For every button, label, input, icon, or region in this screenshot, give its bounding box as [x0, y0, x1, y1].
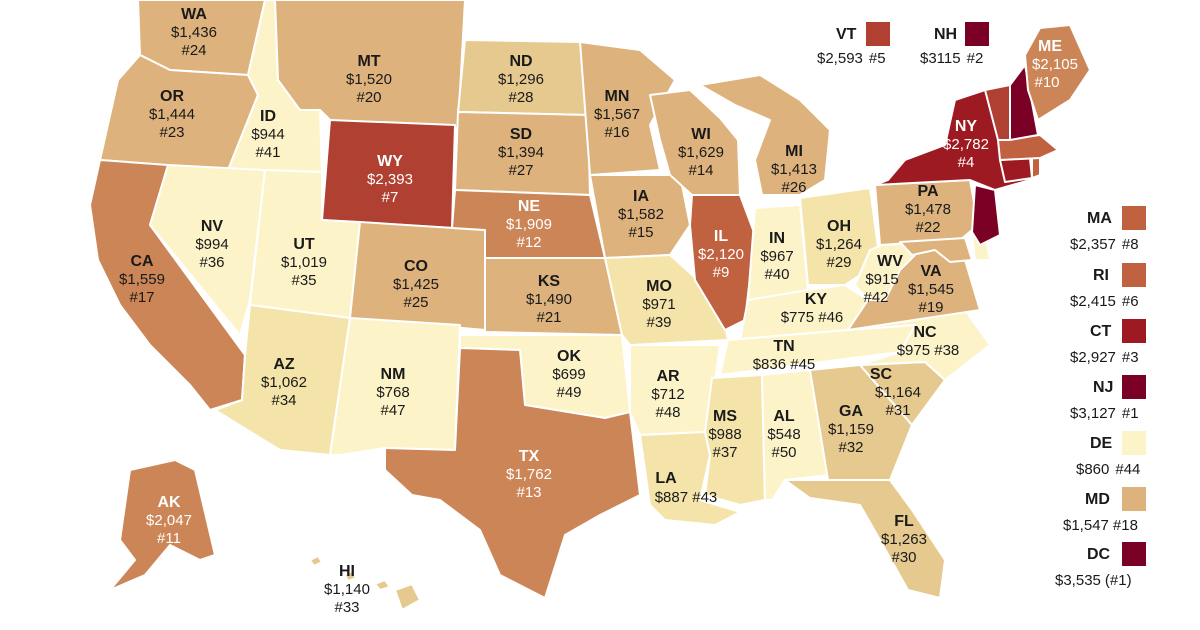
label-TN: TN $836 #45: [753, 338, 816, 373]
inset-key-MD: MD $1,547 #18: [1063, 487, 1146, 534]
label-LA: LA $887 #43: [655, 470, 718, 506]
label-IN: IN $967 #40: [760, 230, 793, 283]
state-MT[interactable]: [274, 0, 466, 129]
label-PA: PA $1,478 #22: [905, 183, 951, 236]
label-CO: CO $1,425 #25: [393, 258, 439, 311]
label-FL: FL $1,263 #30: [881, 513, 927, 566]
label-AK: AK $2,047 #11: [146, 494, 192, 547]
label-TX: TX $1,762 #13: [506, 448, 552, 501]
state-GA[interactable]: [809, 364, 913, 481]
key-DC-text: $3,535 (#1): [1055, 572, 1132, 589]
label-AR: AR $712 #48: [651, 368, 684, 421]
state-MD[interactable]: [899, 237, 973, 263]
key-NJ-swatch: [1122, 375, 1146, 399]
key-CT-text: $2,927 #3: [1070, 349, 1139, 366]
state-AK[interactable]: [109, 459, 216, 591]
key-MD-swatch: [1122, 487, 1146, 511]
key-DE-abbr: DE: [1090, 435, 1113, 452]
label-UT: UT $1,019 #35: [281, 236, 327, 289]
inset-key-MA: MA $2,357 #8: [1070, 206, 1146, 253]
state-shapes: [89, 0, 1091, 611]
inset-key-VT: VT $2,593 #5: [817, 22, 890, 67]
state-NC[interactable]: [847, 309, 991, 381]
inset-key-NJ: NJ $3,127 #1: [1070, 375, 1146, 422]
label-GA: GA $1,159 #32: [828, 403, 874, 456]
inset-key-NH: NH $3115 #2: [920, 22, 989, 67]
key-NH-abbr: NH: [934, 26, 957, 43]
inset-key-DC: DC $3,535 (#1): [1055, 542, 1146, 589]
label-MT: MT $1,520 #20: [346, 53, 392, 106]
state-labels: WA $1,436 #24 OR $1,444 #23 CA $1,559 #17 ID $9…: [119, 6, 1078, 616]
key-NH-swatch: [965, 22, 989, 46]
label-VA: VA $1,545 #19: [908, 263, 954, 316]
key-DC-abbr: DC: [1087, 546, 1111, 563]
key-RI-text: $2,415 #6: [1070, 293, 1139, 310]
label-IA: IA $1,582 #15: [618, 188, 664, 241]
label-OH: OH $1,264 #29: [816, 218, 862, 271]
label-ME: ME $2,105 #10: [1032, 38, 1078, 91]
label-KS: KS $1,490 #21: [526, 273, 572, 326]
key-CT-swatch: [1122, 319, 1146, 343]
key-NH-text: $3115 #2: [920, 50, 983, 67]
label-MS: MS $988 #37: [708, 408, 741, 461]
key-RI-swatch: [1122, 263, 1146, 287]
state-TX[interactable]: [384, 347, 641, 599]
label-ND: ND $1,296 #28: [498, 53, 544, 106]
state-MI[interactable]: [699, 74, 831, 196]
key-MA-swatch: [1122, 206, 1146, 230]
label-OK: OK $699 #49: [552, 348, 585, 401]
state-CT[interactable]: [999, 157, 1033, 183]
key-DE-swatch: [1122, 431, 1146, 455]
label-WV: WV $915 #42: [863, 253, 903, 306]
label-HI: HI $1,140 #33: [324, 563, 370, 616]
state-IL[interactable]: [689, 194, 756, 331]
key-VT-text: $2,593 #5: [817, 50, 886, 67]
state-RI[interactable]: [1031, 157, 1041, 179]
label-AL: AL $548 #50: [767, 408, 800, 461]
state-NV[interactable]: [149, 164, 266, 336]
label-MN: MN $1,567 #16: [594, 88, 640, 141]
inset-key-RI: RI $2,415 #6: [1070, 263, 1146, 310]
label-WA: WA $1,436 #24: [171, 6, 217, 59]
label-NM: NM $768 #47: [376, 366, 409, 419]
label-NY: NY $2,782 #4: [943, 118, 989, 171]
state-NH[interactable]: [1009, 64, 1039, 141]
label-AZ: AZ $1,062 #34: [261, 356, 307, 409]
label-MI: MI $1,413 #26: [771, 143, 817, 196]
label-SD: SD $1,394 #27: [498, 126, 544, 179]
key-DC-swatch: [1122, 542, 1146, 566]
key-MA-text: $2,357 #8: [1070, 236, 1139, 253]
state-NJ[interactable]: [971, 184, 1001, 246]
label-KY: KY $775 #46: [781, 291, 844, 326]
key-DE-text: $860 #44: [1076, 461, 1140, 478]
label-SC: SC $1,164 #31: [870, 366, 921, 419]
label-WY: WY $2,393 #7: [367, 153, 413, 206]
key-MD-text: $1,547 #18: [1063, 517, 1138, 534]
state-ME[interactable]: [1024, 24, 1091, 121]
key-NJ-abbr: NJ: [1093, 379, 1113, 396]
inset-key-CT: CT $2,927 #3: [1070, 319, 1146, 366]
label-MO: MO $971 #39: [642, 278, 675, 331]
label-NE: NE $1,909 #12: [506, 198, 552, 251]
key-CT-abbr: CT: [1090, 323, 1112, 340]
label-OR: OR $1,444 #23: [149, 88, 195, 141]
label-CA: CA $1,559 #17: [119, 253, 165, 306]
inset-key-DE: DE $860 #44: [1076, 431, 1146, 478]
label-NV: NV $994 #36: [195, 218, 228, 271]
state-IA[interactable]: [589, 174, 691, 259]
label-IL: IL $2,120 #9: [698, 228, 744, 281]
key-MD-abbr: MD: [1085, 491, 1110, 508]
label-NC: NC $975 #38: [897, 324, 960, 359]
label-WI: WI $1,629 #14: [678, 126, 724, 179]
key-VT-swatch: [866, 22, 890, 46]
state-HI[interactable]: [309, 555, 421, 611]
label-ID: ID $944 #41: [251, 108, 284, 161]
key-RI-abbr: RI: [1093, 267, 1109, 284]
state-FL[interactable]: [784, 479, 946, 599]
key-NJ-text: $3,127 #1: [1070, 405, 1139, 422]
key-VT-abbr: VT: [836, 26, 857, 43]
key-MA-abbr: MA: [1087, 210, 1112, 227]
